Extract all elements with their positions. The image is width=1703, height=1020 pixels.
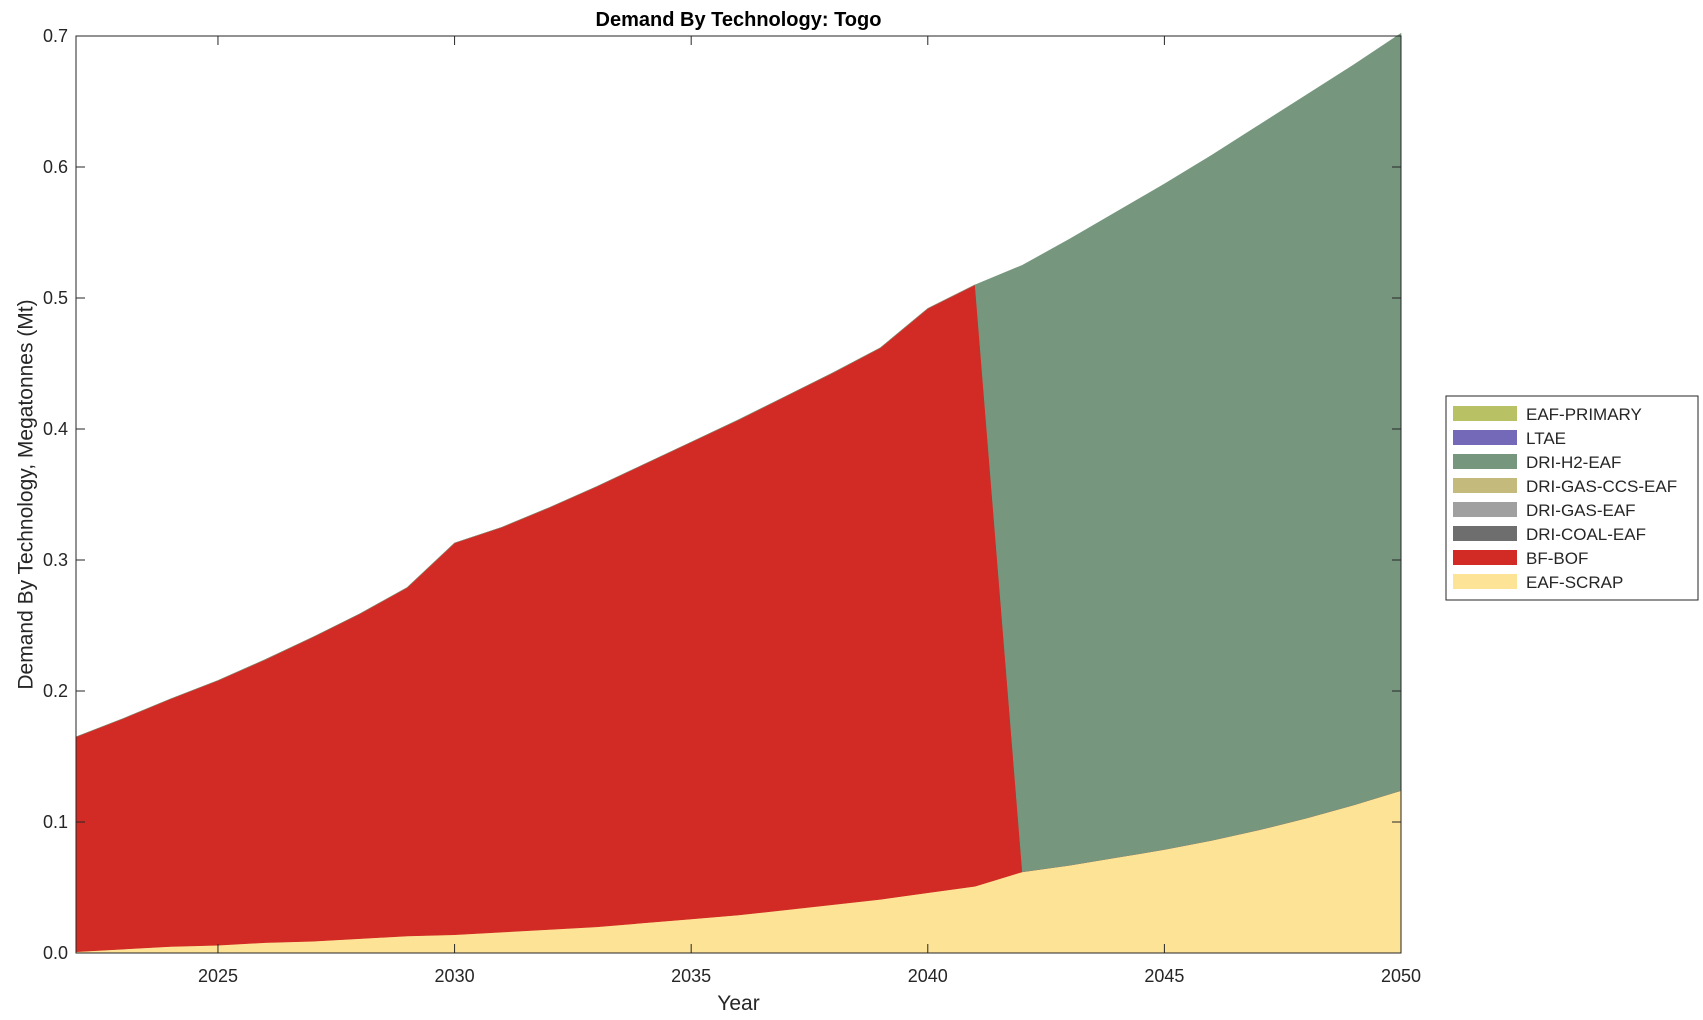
x-tick-label: 2030 bbox=[435, 966, 475, 986]
x-axis: 2025 2030 2035 2040 2045 2050 bbox=[198, 36, 1421, 986]
y-axis-title: Demand By Technology, Megatonnes (Mt) bbox=[15, 299, 38, 689]
legend-swatch-dri-gas-eaf bbox=[1453, 502, 1517, 517]
legend: EAF-PRIMARY LTAE DRI-H2-EAF DRI-GAS-CCS-EAF… bbox=[1445, 395, 1699, 601]
legend-label-dri-gas-eaf: DRI-GAS-EAF bbox=[1526, 501, 1636, 520]
legend-swatch-dri-coal-eaf bbox=[1453, 526, 1517, 541]
legend-swatch-dri-gas-ccs-eaf bbox=[1453, 478, 1517, 493]
y-tick-label: 0.3 bbox=[43, 550, 68, 570]
legend-box bbox=[1445, 395, 1699, 601]
y-tick-label: 0.1 bbox=[43, 812, 68, 832]
y-tick-label: 0.2 bbox=[43, 681, 68, 701]
y-tick-label: 0.5 bbox=[43, 288, 68, 308]
x-tick-label: 2040 bbox=[908, 966, 948, 986]
y-tick-label: 0.4 bbox=[43, 419, 68, 439]
x-tick-label: 2025 bbox=[198, 966, 238, 986]
legend-label-dri-gas-ccs-eaf: DRI-GAS-CCS-EAF bbox=[1526, 477, 1677, 496]
legend-swatch-bf-bof bbox=[1453, 550, 1517, 565]
legend-label-ltae: LTAE bbox=[1526, 429, 1566, 448]
y-axis: 0.0 0.1 0.2 0.3 0.4 0.5 0.6 0.7 bbox=[43, 26, 1401, 963]
legend-label-bf-bof: BF-BOF bbox=[1526, 549, 1588, 568]
legend-label-eaf-scrap: EAF-SCRAP bbox=[1526, 573, 1623, 592]
legend-label-dri-h2-eaf: DRI-H2-EAF bbox=[1526, 453, 1621, 472]
legend-label-dri-coal-eaf: DRI-COAL-EAF bbox=[1526, 525, 1646, 544]
x-tick-label: 2050 bbox=[1381, 966, 1421, 986]
legend-swatch-dri-h2-eaf bbox=[1453, 454, 1517, 469]
legend-label-eaf-primary: EAF-PRIMARY bbox=[1526, 405, 1642, 424]
legend-swatch-eaf-scrap bbox=[1453, 574, 1517, 589]
legend-swatch-eaf-primary bbox=[1453, 406, 1517, 421]
y-tick-label: 0.6 bbox=[43, 157, 68, 177]
legend-swatch-ltae bbox=[1453, 430, 1517, 445]
x-tick-label: 2035 bbox=[671, 966, 711, 986]
plot-frame bbox=[75, 35, 1402, 954]
x-tick-label: 2045 bbox=[1144, 966, 1184, 986]
y-tick-label: 0.0 bbox=[43, 943, 68, 963]
area-layers bbox=[75, 32, 1402, 954]
y-tick-label: 0.7 bbox=[43, 26, 68, 46]
x-axis-title: Year bbox=[717, 992, 759, 1015]
chart-title: Demand By Technology: Togo bbox=[596, 9, 882, 31]
